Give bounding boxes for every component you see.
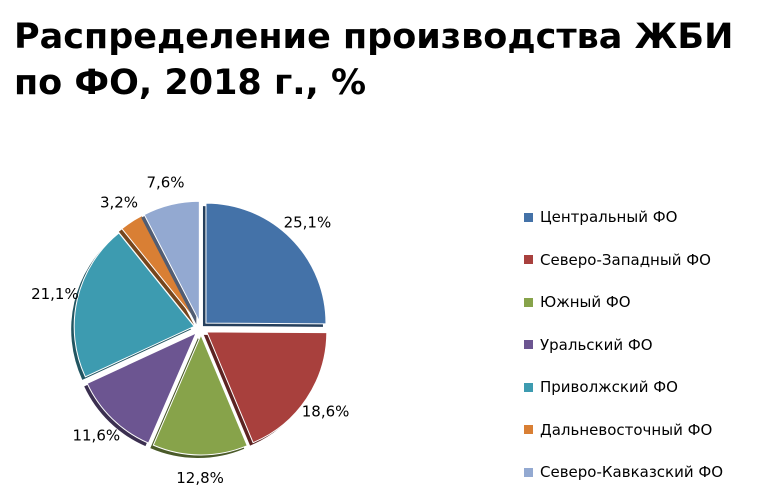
pie-slice-приволжский-фо [73, 232, 195, 378]
chart-title-line-1: Распределение производства ЖБИ [14, 17, 734, 57]
legend-item-уральский-фо: Уральский ФО [524, 324, 723, 367]
legend-swatch [524, 255, 533, 265]
data-label-центральный-фо: 25,1% [284, 213, 332, 231]
pie-slice-дальневосточный-фо [121, 214, 198, 323]
pie-slice-уральский-фо [86, 332, 198, 444]
legend-label: Уральский ФО [540, 335, 653, 354]
pie-slices [71, 200, 328, 458]
legend-item-приволжский-фо: Приволжский ФО [524, 366, 723, 409]
legend-label: Центральный ФО [540, 208, 678, 227]
pie-data-labels: 25,1% 18,6% 12,8% 11,6% 21,1% 3,2% 7,6% [31, 173, 349, 487]
legend-item-центральный-фо: Центральный ФО [524, 196, 723, 239]
legend-label: Северо-Кавказский ФО [540, 463, 724, 482]
legend-label: Северо-Западный ФО [540, 250, 711, 269]
legend-item-южный-фо: Южный ФО [524, 281, 723, 324]
legend-item-северо-кавказский-фо: Северо-Кавказский ФО [524, 451, 723, 494]
pie-slice-северо-западный-фо [206, 331, 328, 444]
pie-slice-южный-фо [152, 333, 248, 456]
chart-legend: Центральный ФО Северо-Западный ФО Южный ФО… [524, 196, 723, 494]
legend-label: Южный ФО [540, 293, 631, 312]
data-label-уральский-фо: 11,6% [72, 426, 120, 444]
legend-swatch [524, 297, 533, 307]
legend-swatch [524, 467, 533, 477]
legend-swatch [524, 425, 533, 435]
legend-swatch [524, 382, 533, 392]
data-label-северо-кавказский-фо: 7,6% [146, 173, 184, 191]
data-label-южный-фо: 12,8% [176, 469, 224, 487]
legend-item-северо-западный-фо: Северо-Западный ФО [524, 239, 723, 282]
pie-slice-центральный-фо [205, 202, 327, 325]
legend-swatch [524, 212, 533, 222]
legend-label: Приволжский ФО [540, 378, 678, 397]
pie-slice-северо-кавказский-фо [143, 200, 200, 322]
data-label-дальневосточный-фо: 3,2% [100, 193, 138, 211]
chart-title-line-2: по ФО, 2018 г., % [14, 63, 367, 103]
legend-item-дальневосточный-фо: Дальневосточный ФО [524, 409, 723, 452]
data-label-приволжский-фо: 21,1% [31, 285, 79, 303]
legend-swatch [524, 340, 533, 350]
legend-label: Дальневосточный ФО [540, 420, 713, 439]
chart-title: Распределение производства ЖБИ по ФО, 20… [14, 14, 733, 106]
data-label-северо-западный-фо: 18,6% [302, 403, 350, 421]
